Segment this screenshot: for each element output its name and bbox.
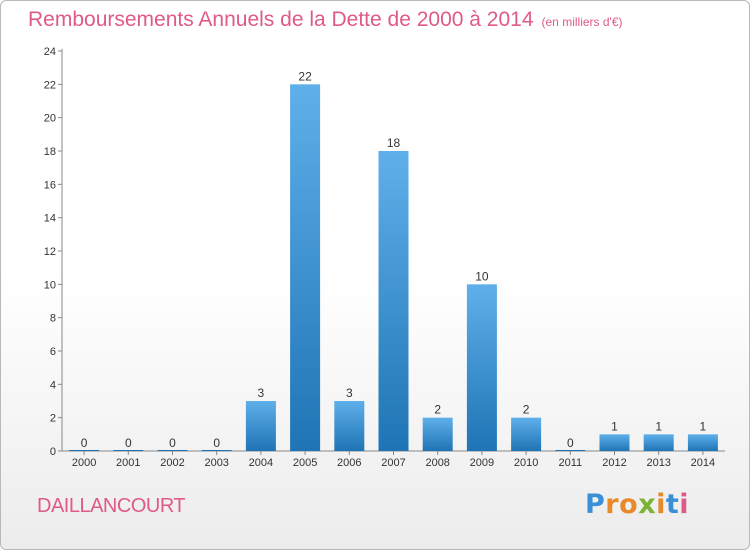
chart-title: Remboursements Annuels de la Dette de 20… bbox=[28, 8, 623, 32]
y-tick-label: 10 bbox=[44, 279, 56, 291]
y-tick-label: 4 bbox=[50, 379, 56, 391]
logo-letter: r bbox=[605, 489, 620, 520]
logo-letter: i bbox=[656, 489, 666, 520]
data-label: 3 bbox=[258, 386, 265, 400]
x-tick-label: 2009 bbox=[470, 457, 494, 469]
bar bbox=[511, 417, 542, 451]
x-tick-label: 2005 bbox=[293, 457, 317, 469]
data-label: 1 bbox=[700, 419, 707, 433]
bar bbox=[599, 434, 630, 451]
data-label: 0 bbox=[169, 436, 176, 450]
x-tick-label: 2001 bbox=[116, 457, 140, 469]
y-tick-label: 12 bbox=[44, 246, 56, 258]
bar bbox=[334, 401, 365, 451]
bar bbox=[113, 450, 144, 451]
y-tick-label: 14 bbox=[44, 213, 56, 225]
bar bbox=[422, 417, 453, 451]
y-tick-label: 24 bbox=[44, 46, 56, 58]
bar bbox=[201, 450, 232, 451]
bar bbox=[555, 450, 586, 451]
logo-letter: P bbox=[585, 489, 606, 520]
x-tick-label: 2014 bbox=[691, 457, 715, 469]
x-tick-label: 2011 bbox=[558, 457, 582, 469]
bar bbox=[643, 434, 674, 451]
data-label: 3 bbox=[346, 386, 353, 400]
data-label: 22 bbox=[298, 69, 312, 83]
commune-name: DAILLANCOURT bbox=[37, 495, 186, 517]
data-label: 1 bbox=[655, 419, 662, 433]
bar bbox=[466, 284, 497, 451]
data-label: 18 bbox=[387, 136, 401, 150]
x-tick-label: 2006 bbox=[337, 457, 361, 469]
proxiti-logo[interactable]: Proxiti bbox=[585, 489, 689, 520]
data-label: 2 bbox=[523, 403, 530, 417]
x-tick-label: 2003 bbox=[204, 457, 228, 469]
bar bbox=[378, 151, 409, 451]
y-tick-label: 22 bbox=[44, 79, 56, 91]
x-tick-label: 2007 bbox=[381, 457, 405, 469]
x-tick-label: 2000 bbox=[72, 457, 96, 469]
x-tick-label: 2002 bbox=[160, 457, 184, 469]
data-label: 0 bbox=[567, 436, 574, 450]
logo-letter: o bbox=[619, 489, 639, 520]
data-label: 2 bbox=[434, 403, 441, 417]
x-tick-label: 2010 bbox=[514, 457, 538, 469]
y-tick-label: 2 bbox=[50, 413, 56, 425]
data-label: 0 bbox=[81, 436, 88, 450]
x-tick-label: 2004 bbox=[249, 457, 273, 469]
data-label: 1 bbox=[611, 419, 618, 433]
y-tick-label: 20 bbox=[44, 113, 56, 125]
y-tick-label: 16 bbox=[44, 179, 56, 191]
bar bbox=[687, 434, 718, 451]
y-tick-label: 6 bbox=[50, 346, 56, 358]
bar bbox=[245, 401, 276, 451]
data-label: 0 bbox=[125, 436, 132, 450]
y-tick-label: 8 bbox=[50, 313, 56, 325]
data-label: 10 bbox=[475, 269, 489, 283]
x-tick-label: 2013 bbox=[646, 457, 670, 469]
y-tick-label: 0 bbox=[50, 446, 56, 458]
bar bbox=[290, 84, 321, 451]
x-tick-label: 2008 bbox=[425, 457, 449, 469]
bar bbox=[157, 450, 188, 451]
x-tick-label: 2012 bbox=[602, 457, 626, 469]
logo-letter: x bbox=[638, 489, 657, 520]
logo-letter: i bbox=[679, 489, 690, 520]
data-label: 0 bbox=[213, 436, 220, 450]
y-tick-label: 18 bbox=[44, 146, 56, 158]
chart-title-text: Remboursements Annuels de la Dette de 20… bbox=[28, 8, 534, 31]
chart-unit: (en milliers d'€) bbox=[541, 15, 623, 29]
bar bbox=[69, 450, 100, 451]
logo-letter: t bbox=[665, 489, 680, 520]
